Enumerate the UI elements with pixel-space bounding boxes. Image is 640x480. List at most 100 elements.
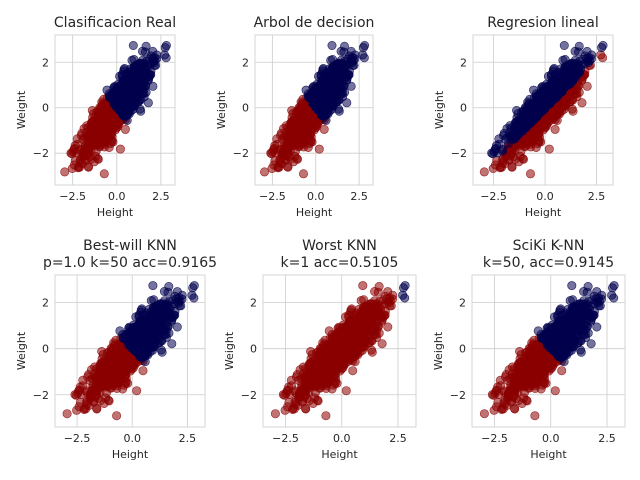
data-point (132, 386, 142, 396)
data-point (150, 55, 160, 65)
data-point (102, 376, 112, 386)
data-point (99, 169, 109, 179)
data-point (488, 164, 498, 174)
x-tick-label: −2.5 (59, 190, 86, 203)
data-point (164, 328, 174, 338)
x-tick-label: −2.5 (259, 190, 286, 203)
y-tick-label: −2 (451, 147, 467, 160)
y-tick-label: 0 (242, 102, 249, 115)
x-tick-label: 0.0 (307, 190, 325, 203)
data-point (506, 132, 516, 142)
x-tick-label: 0.0 (108, 190, 126, 203)
y-tick-label: −2 (33, 147, 49, 160)
data-point (104, 347, 114, 357)
x-tick-label: 2.5 (152, 190, 170, 203)
data-point (135, 333, 145, 343)
data-point (358, 43, 368, 53)
data-point (138, 366, 148, 376)
data-point (96, 359, 106, 369)
data-point (304, 92, 314, 102)
data-point (316, 107, 326, 117)
data-point (348, 366, 358, 376)
y-tick-label: 2 (42, 56, 49, 69)
data-point (510, 154, 520, 164)
data-point (117, 370, 127, 380)
data-point (525, 169, 535, 179)
data-point (129, 62, 139, 72)
data-point (359, 302, 369, 312)
data-point (189, 293, 199, 303)
data-point (314, 144, 324, 154)
data-point (319, 80, 329, 90)
data-point (259, 167, 269, 177)
x-tick-label: −2.5 (480, 190, 507, 203)
data-point (313, 347, 323, 357)
data-point (117, 107, 127, 117)
data-point (134, 348, 144, 358)
data-point (560, 62, 570, 72)
data-point (532, 92, 542, 102)
data-point (104, 111, 114, 121)
data-point (518, 106, 528, 116)
data-point (118, 333, 128, 343)
data-point (138, 320, 148, 330)
y-axis-label: Weight (433, 90, 446, 129)
x-tick-label: 0.0 (536, 190, 554, 203)
x-axis-label: Height (296, 206, 333, 219)
data-point (103, 129, 113, 139)
data-point (324, 94, 334, 104)
y-tick-label: 2 (242, 56, 249, 69)
data-point (341, 386, 351, 396)
data-point (285, 142, 295, 152)
x-tick-label: 2.5 (588, 190, 606, 203)
data-point (547, 92, 557, 102)
data-point (103, 395, 113, 405)
data-point (142, 64, 152, 74)
data-point (267, 164, 277, 174)
data-point (269, 144, 279, 154)
data-point (112, 411, 122, 421)
data-point (128, 40, 138, 50)
data-point (161, 53, 171, 63)
data-point (479, 167, 489, 177)
data-point (75, 385, 85, 395)
data-point (286, 118, 296, 128)
data-point (72, 405, 82, 415)
subplot-title: Arbol de decision (254, 15, 375, 31)
data-point (585, 55, 595, 65)
subplot-title: Best-will KNN (83, 238, 177, 254)
data-point (152, 312, 162, 322)
data-point (550, 80, 560, 90)
y-tick-label: 0 (42, 102, 49, 115)
data-point (530, 129, 540, 139)
data-point (563, 72, 573, 82)
data-point (376, 304, 386, 314)
data-point (70, 144, 80, 154)
data-point (132, 72, 142, 82)
data-point (326, 370, 336, 380)
data-point (141, 87, 151, 97)
data-point (115, 144, 125, 154)
data-point (100, 118, 110, 128)
data-point (327, 40, 337, 50)
data-point (574, 87, 584, 97)
data-point (120, 124, 130, 134)
data-point (153, 338, 163, 348)
data-point (550, 124, 560, 134)
data-point (559, 40, 569, 50)
data-point (358, 281, 368, 291)
data-point (91, 135, 101, 145)
data-point (598, 53, 608, 63)
y-tick-label: 0 (42, 343, 49, 356)
subplot-title: Regresion lineal (487, 15, 598, 31)
data-point (302, 129, 312, 139)
data-point (87, 118, 97, 128)
x-tick-label: 2.5 (350, 190, 368, 203)
data-point (105, 92, 115, 102)
data-point (291, 135, 301, 145)
data-point (511, 118, 521, 128)
subplot-title: Clasificacion Real (54, 15, 176, 31)
